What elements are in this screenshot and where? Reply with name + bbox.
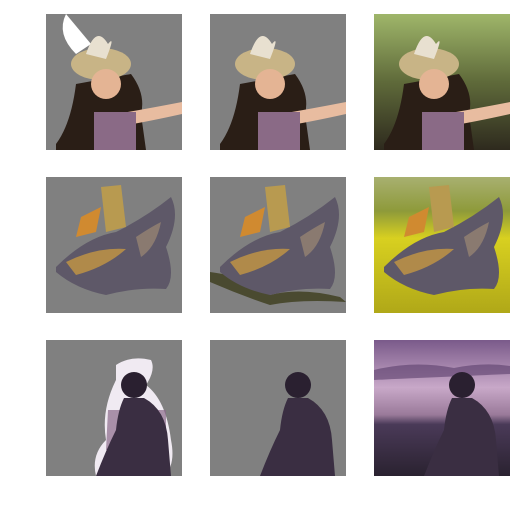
image-cell <box>374 14 510 150</box>
cloud <box>374 364 510 380</box>
image-cell <box>46 177 182 313</box>
image-cell <box>374 340 510 476</box>
image-cell <box>46 340 182 476</box>
image-cell <box>210 14 346 150</box>
image-cell <box>210 340 346 476</box>
artifact <box>62 14 91 54</box>
image-cell <box>374 177 510 313</box>
image-cell <box>210 177 346 313</box>
image-cell <box>46 14 182 150</box>
